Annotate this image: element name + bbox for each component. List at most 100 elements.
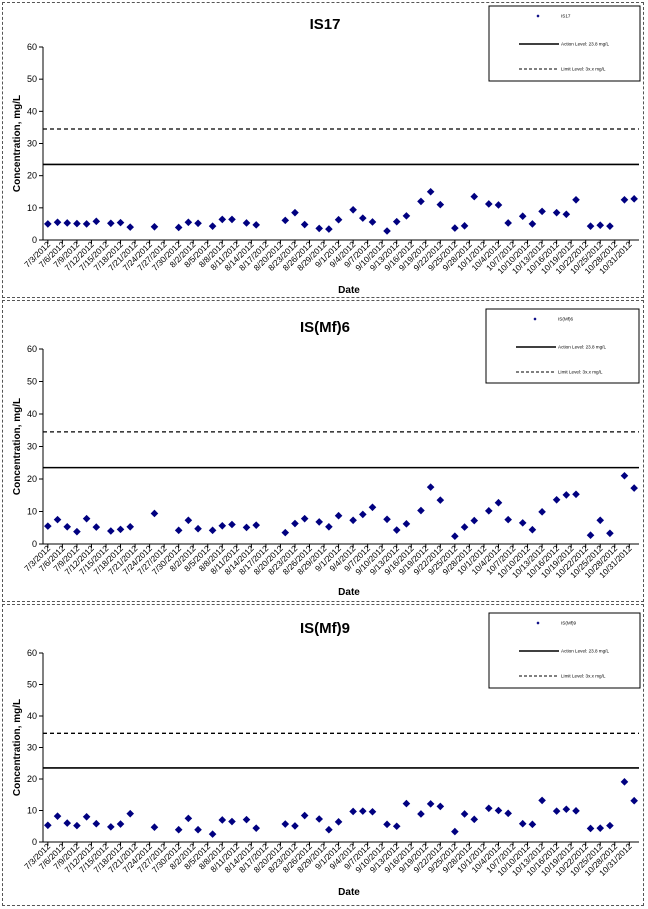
data-point xyxy=(194,825,202,834)
data-point xyxy=(451,827,459,836)
legend-label-series: IS17 xyxy=(561,14,571,19)
data-point xyxy=(291,519,299,528)
data-point xyxy=(359,214,367,222)
legend-label-limit: Limit Level: 3x.x mg/L xyxy=(561,674,606,679)
legend-label-action: Action Level: 23.8 mg/L xyxy=(561,649,609,654)
y-tick-label: 10 xyxy=(27,203,37,213)
data-point xyxy=(150,823,159,831)
data-point xyxy=(300,220,309,229)
data-point xyxy=(586,824,595,833)
data-point xyxy=(470,815,479,824)
data-point xyxy=(174,223,183,232)
data-point xyxy=(184,218,193,227)
y-tick-label: 60 xyxy=(27,344,37,354)
data-point xyxy=(484,200,493,208)
data-point xyxy=(402,799,411,808)
data-point xyxy=(242,523,251,532)
data-point xyxy=(334,818,343,826)
data-point xyxy=(518,212,527,220)
data-point xyxy=(281,820,290,828)
data-point xyxy=(630,195,638,203)
data-point xyxy=(300,514,309,523)
legend-label-limit: Limit Level: 3x.x mg/L xyxy=(558,370,603,375)
data-point xyxy=(470,516,479,525)
data-point xyxy=(92,217,101,226)
data-point xyxy=(402,520,411,528)
data-point xyxy=(518,519,527,527)
chart-panel-3: IS(Mf)9 0 10 20 30 40 50 60 7/3/2012 7/6/2012 7/9/… xyxy=(2,604,644,906)
data-point xyxy=(107,823,115,831)
data-point xyxy=(426,800,435,808)
data-point xyxy=(174,526,183,535)
data-point xyxy=(620,471,629,480)
data-point xyxy=(218,215,227,224)
data-point xyxy=(53,218,62,227)
data-point xyxy=(606,222,614,230)
data-point xyxy=(82,813,91,821)
data-point xyxy=(528,220,537,228)
data-point xyxy=(528,820,537,829)
data-point xyxy=(325,522,333,531)
data-point xyxy=(242,219,251,227)
data-point xyxy=(359,510,367,519)
data-point xyxy=(460,810,469,818)
data-point xyxy=(252,521,261,529)
data-point xyxy=(242,815,251,824)
data-point xyxy=(426,187,435,196)
data-point xyxy=(194,219,202,228)
data-point xyxy=(82,514,91,523)
data-point xyxy=(107,527,115,535)
data-point xyxy=(126,809,135,818)
legend-label-action: Action Level: 23.8 mg/L xyxy=(558,345,606,350)
chart-title: IS(Mf)6 xyxy=(300,319,350,336)
data-point xyxy=(63,819,72,827)
data-point xyxy=(596,516,605,525)
data-point xyxy=(116,820,125,828)
data-point xyxy=(562,805,571,814)
data-point xyxy=(325,825,333,834)
data-point xyxy=(436,496,445,504)
legend-box xyxy=(485,308,640,384)
legend-label-series: IS(Mf)6 xyxy=(558,317,574,322)
data-point xyxy=(291,208,299,217)
data-point xyxy=(586,222,595,230)
data-point xyxy=(630,796,638,805)
data-point xyxy=(596,221,605,230)
y-tick-label: 10 xyxy=(27,507,37,517)
data-point xyxy=(281,216,290,225)
data-point xyxy=(252,221,261,229)
y-tick-label: 40 xyxy=(27,106,37,116)
data-point xyxy=(460,523,469,531)
y-tick-label: 10 xyxy=(27,806,37,816)
y-axis-label: Concentration, mg/L xyxy=(12,699,23,796)
data-point xyxy=(116,218,125,227)
data-point xyxy=(596,824,605,832)
y-tick-label: 20 xyxy=(27,774,37,784)
data-point xyxy=(494,806,503,815)
data-point xyxy=(73,219,81,228)
data-point xyxy=(528,525,537,534)
y-tick-label: 60 xyxy=(27,648,37,658)
chart-panel-2: IS(Mf)6 0 10 20 30 40 50 60 7/3/2012 7/6/2012 7/9/… xyxy=(2,300,644,602)
data-point xyxy=(630,484,638,492)
data-point xyxy=(451,224,459,232)
data-point xyxy=(150,509,159,518)
data-point xyxy=(470,192,479,201)
data-point xyxy=(538,207,546,216)
data-point xyxy=(538,796,546,805)
data-point xyxy=(334,215,343,224)
data-point xyxy=(174,825,183,834)
data-point xyxy=(107,219,115,228)
legend-box xyxy=(488,5,641,82)
chart-title: IS(Mf)9 xyxy=(300,620,350,637)
data-point xyxy=(44,220,52,228)
data-point xyxy=(63,522,72,531)
data-point xyxy=(53,515,62,524)
y-tick-label: 20 xyxy=(27,171,37,181)
y-tick-label: 50 xyxy=(27,680,37,690)
data-point xyxy=(451,532,459,540)
data-point xyxy=(562,491,571,499)
data-point xyxy=(417,506,425,515)
data-point xyxy=(228,817,236,826)
y-tick-label: 30 xyxy=(27,743,37,753)
